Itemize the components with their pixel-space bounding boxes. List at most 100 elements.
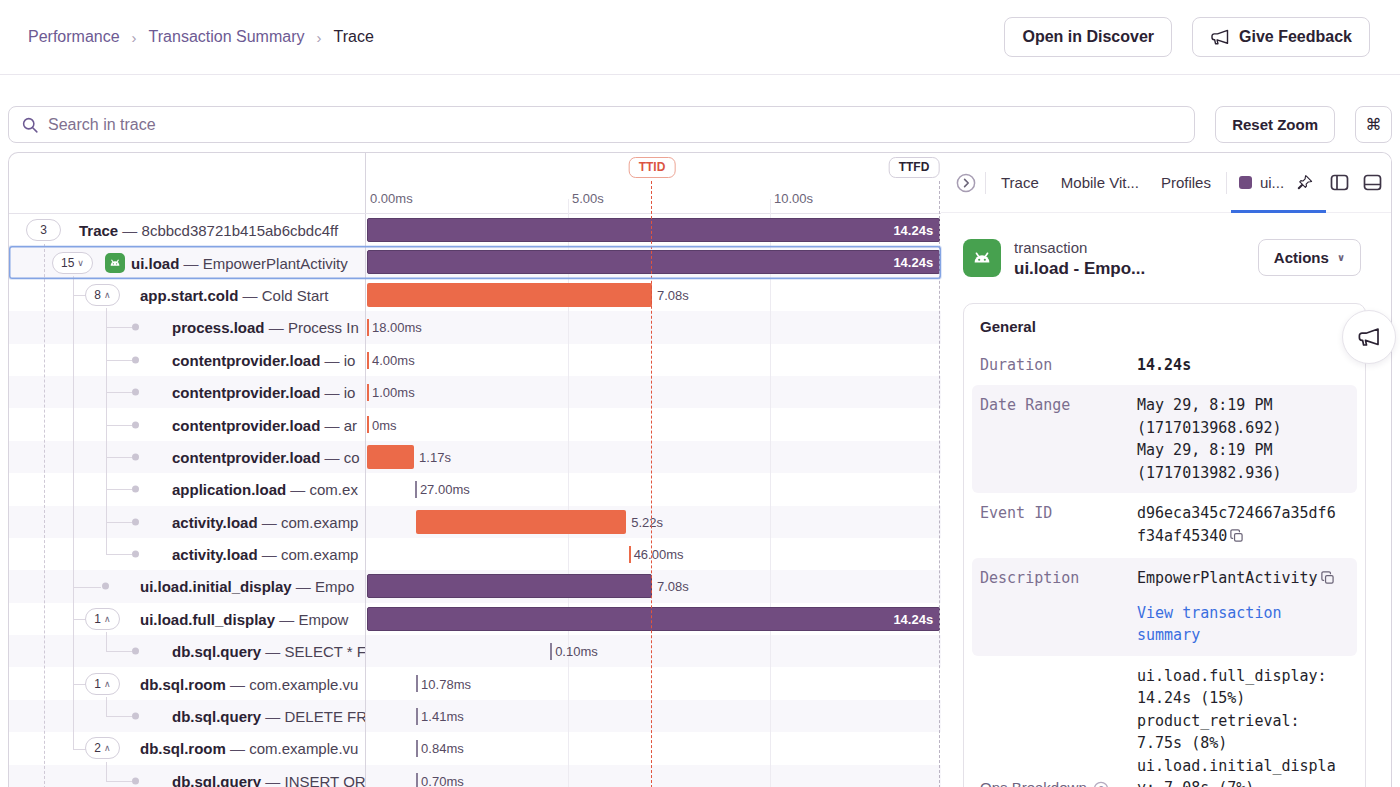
span-count-badge[interactable]: 3 xyxy=(26,219,61,241)
android-icon xyxy=(963,239,1001,277)
chevron-down-icon: ∨ xyxy=(1337,252,1345,263)
span-tick-mark[interactable] xyxy=(367,416,369,433)
chevron-up-icon: ∧ xyxy=(104,614,111,624)
span-label: ui.load.full_display — Empow xyxy=(140,610,348,627)
actions-button[interactable]: Actions ∨ xyxy=(1258,239,1361,276)
span-duration-bar[interactable] xyxy=(367,574,652,598)
span-row[interactable]: process.load — Process In18.00ms xyxy=(9,311,941,343)
detail-row-description: DescriptionEmpowerPlantActivityView tran… xyxy=(972,558,1357,656)
detail-value-line: May 29, 8:19 PM (1717013968.692) xyxy=(1137,394,1343,439)
span-label: app.start.cold — Cold Start xyxy=(140,286,328,303)
expand-panel-icon[interactable] xyxy=(951,168,981,198)
detail-value: EmpowerPlantActivityView transaction sum… xyxy=(1137,567,1343,647)
span-count-badge[interactable]: 15∨ xyxy=(52,252,93,274)
span-connector-dot xyxy=(132,453,139,460)
span-tick-mark[interactable] xyxy=(416,675,418,692)
span-timeline-cell: 1.41ms xyxy=(366,700,941,732)
span-row[interactable]: activity.load — com.examp5.22s xyxy=(9,506,941,538)
help-icon[interactable]: ? xyxy=(1093,781,1109,787)
span-row[interactable]: db.sql.query — INSERT OR0.70ms xyxy=(9,765,941,787)
feedback-floating-button[interactable] xyxy=(1342,310,1396,364)
tab-trace[interactable]: Trace xyxy=(990,153,1050,213)
reset-zoom-button[interactable]: Reset Zoom xyxy=(1215,106,1335,143)
span-tick-mark[interactable] xyxy=(367,319,369,336)
layout-drawer-bottom-icon[interactable] xyxy=(1359,169,1386,196)
breadcrumb-transaction-summary[interactable]: Transaction Summary xyxy=(149,28,305,46)
span-tick-mark[interactable] xyxy=(550,643,552,660)
give-feedback-label: Give Feedback xyxy=(1239,28,1352,46)
span-connector-dot xyxy=(132,389,139,396)
span-count-badge[interactable]: 8∧ xyxy=(85,284,120,306)
span-row[interactable]: contentprovider.load — io4.00ms xyxy=(9,344,941,376)
tab-profiles[interactable]: Profiles xyxy=(1150,153,1222,213)
span-label: db.sql.room — com.example.vu xyxy=(140,675,358,692)
span-row[interactable]: 8∧ app.start.cold — Cold Start 7.08s xyxy=(9,279,941,311)
span-tick-mark[interactable] xyxy=(629,546,631,563)
span-row[interactable]: db.sql.query — SELECT * F0.10ms xyxy=(9,635,941,667)
span-row[interactable]: activity.load — com.examp46.00ms xyxy=(9,538,941,570)
span-row[interactable]: 15∨ ui.load — EmpowerPlantActivity 14.24s xyxy=(9,246,941,278)
span-timeline-cell: 0.10ms xyxy=(366,635,941,667)
open-in-discover-button[interactable]: Open in Discover xyxy=(1004,17,1172,57)
span-tree-cell: 2∧db.sql.room — com.example.vu xyxy=(9,732,366,764)
span-label: contentprovider.load — io xyxy=(172,384,355,401)
detail-value-line: ui.load.initial_display: 7.08s (7%) xyxy=(1137,755,1343,787)
span-duration-bar[interactable]: 14.24s xyxy=(367,607,940,631)
span-tick-mark[interactable] xyxy=(415,481,417,498)
span-timeline-cell: 0ms xyxy=(366,408,941,440)
pin-icon[interactable] xyxy=(1292,170,1318,196)
span-rows: 3 Trace — 8cbbcd38721b415ab6cbdc4ff 14.24s… xyxy=(9,214,941,787)
span-tick-mark[interactable] xyxy=(416,708,418,725)
span-row[interactable]: contentprovider.load — ar0ms xyxy=(9,408,941,440)
span-connector-dot xyxy=(132,777,139,784)
span-tick-mark[interactable] xyxy=(367,352,369,369)
span-timeline-cell: 7.08s xyxy=(366,279,941,311)
span-row[interactable]: contentprovider.load — io1.00ms xyxy=(9,376,941,408)
span-tree-cell: 1∧ ui.load.full_display — Empow xyxy=(9,603,366,635)
span-duration-label: 1.41ms xyxy=(421,709,464,724)
view-transaction-summary-link[interactable]: View transaction summary xyxy=(1137,602,1343,647)
span-duration-bar[interactable] xyxy=(367,445,414,469)
search-box[interactable] xyxy=(8,106,1195,143)
span-count-badge[interactable]: 1∧ xyxy=(85,673,120,695)
layout-sidebar-left-icon[interactable] xyxy=(1326,169,1353,196)
span-timeline-cell: 14.24s xyxy=(366,214,941,246)
span-tree-cell: process.load — Process In xyxy=(9,311,366,343)
tab-ui-load-active[interactable]: ui... xyxy=(1231,153,1326,213)
span-row[interactable]: db.sql.query — DELETE FR1.41ms xyxy=(9,700,941,732)
span-row[interactable]: 2∧db.sql.room — com.example.vu0.84ms xyxy=(9,732,941,764)
span-row[interactable]: application.load — com.ex27.00ms xyxy=(9,473,941,505)
span-duration-bar[interactable] xyxy=(416,510,626,534)
span-color-swatch xyxy=(1239,176,1252,189)
span-duration-label: 4.00ms xyxy=(372,352,415,367)
span-timeline-cell: 14.24s xyxy=(366,246,941,278)
span-duration-bar[interactable] xyxy=(367,283,652,307)
copy-icon[interactable] xyxy=(1321,569,1335,592)
span-label: Trace — 8cbbcd38721b415ab6cbdc4ff xyxy=(79,222,338,239)
transaction-type-label: transaction xyxy=(1014,237,1145,259)
actions-label: Actions xyxy=(1274,249,1329,266)
general-heading: General xyxy=(964,318,1365,345)
copy-icon[interactable] xyxy=(1230,527,1244,550)
span-row[interactable]: contentprovider.load — co1.17s xyxy=(9,441,941,473)
span-tick-mark[interactable] xyxy=(367,384,369,401)
span-row[interactable]: 1∧ ui.load.full_display — Empow 14.24s xyxy=(9,603,941,635)
span-count-badge[interactable]: 2∧ xyxy=(85,737,120,759)
span-count-badge[interactable]: 1∧ xyxy=(85,608,120,630)
span-row[interactable]: 1∧db.sql.room — com.example.vu10.78ms xyxy=(9,667,941,699)
span-duration-bar[interactable]: 14.24s xyxy=(367,218,940,242)
detail-value-line: product_retrieval: 7.75s (8%) xyxy=(1137,710,1343,755)
span-row[interactable]: ui.load.initial_display — Empo7.08s xyxy=(9,570,941,602)
span-tick-mark[interactable] xyxy=(416,773,418,787)
breadcrumb-performance[interactable]: Performance xyxy=(28,28,120,46)
search-input[interactable] xyxy=(48,116,1182,134)
shortcut-command-button[interactable]: ⌘ xyxy=(1355,106,1392,143)
tab-mobile-vitals[interactable]: Mobile Vit... xyxy=(1050,153,1150,213)
span-label: ui.load — EmpowerPlantActivity xyxy=(131,254,348,271)
span-duration-bar[interactable]: 14.24s xyxy=(367,250,940,274)
detail-label: Date Range xyxy=(980,396,1070,414)
span-tick-mark[interactable] xyxy=(416,740,418,757)
span-tree-cell: 1∧ db.sql.room — com.example.vu xyxy=(9,667,366,699)
trace-root-row[interactable]: 3 Trace — 8cbbcd38721b415ab6cbdc4ff 14.24s xyxy=(9,214,941,246)
give-feedback-button[interactable]: Give Feedback xyxy=(1192,17,1370,57)
